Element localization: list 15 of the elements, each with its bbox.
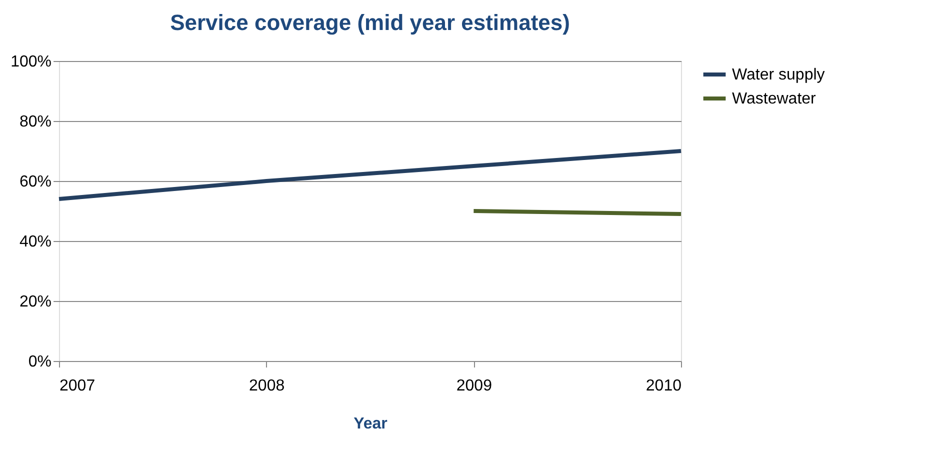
legend-label: Water supply (732, 66, 825, 84)
x-tick-label: 2010 (646, 378, 682, 394)
y-tick-label: 80% (19, 114, 52, 130)
y-tick-label: 100% (10, 54, 52, 70)
y-tick-label: 40% (19, 234, 52, 250)
x-tick-label: 2009 (456, 378, 492, 394)
y-tick-label: 20% (19, 294, 52, 310)
x-axis-title: Year (354, 416, 388, 432)
x-tick-label: 2007 (60, 378, 96, 394)
x-tick-label: 2008 (249, 378, 285, 394)
legend-label: Wastewater (732, 90, 817, 108)
chart-title: Service coverage (mid year estimates) (170, 10, 570, 35)
y-tick-label: 60% (19, 174, 52, 190)
line-series (57, 149, 683, 201)
y-tick-label: 0% (28, 354, 52, 370)
